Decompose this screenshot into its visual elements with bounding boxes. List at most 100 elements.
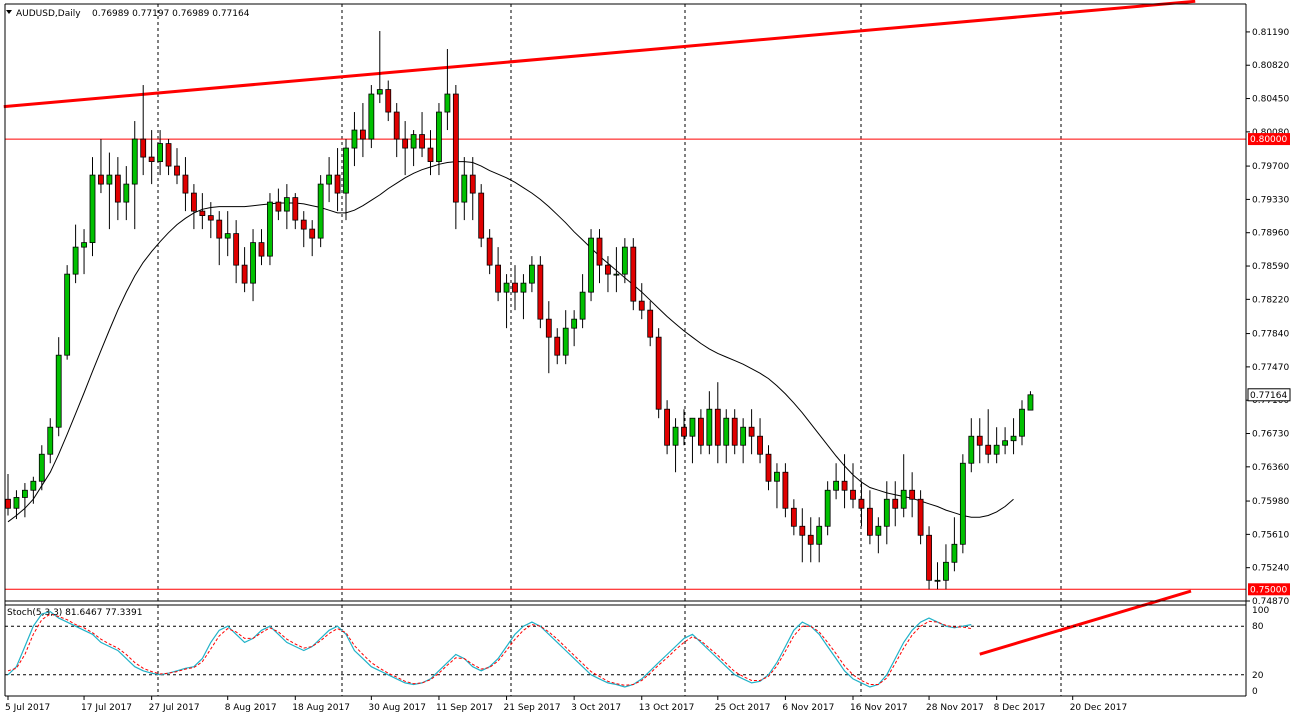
candle [13,490,20,520]
candle [275,188,282,221]
candle-body [858,498,865,509]
candle-body [275,201,282,212]
candle [833,463,839,500]
stoch-tick-label: 100 [1252,606,1269,616]
candle-body [630,246,637,302]
candle-body [867,507,873,536]
candle-body [317,183,324,239]
candle-body [452,93,459,203]
candle-body [731,417,738,446]
candle [98,139,104,194]
candle [824,481,831,536]
time-tick-label: 8 Aug 2017 [225,703,277,713]
candle [782,463,789,518]
candle-body [21,489,28,498]
candle [1019,400,1025,446]
candle-body [689,417,696,437]
candle-body [714,408,721,446]
candle-body [512,282,518,293]
price-tick-label: 0.75980 [1252,497,1289,507]
candle [72,224,79,284]
candle [148,130,155,185]
candle-body [816,525,823,545]
candle-body [148,156,155,162]
candle-body [976,435,983,446]
current-price-tag [1247,388,1291,402]
time-tick-label: 6 Nov 2017 [782,703,834,713]
price-tick-label: 0.76730 [1252,430,1289,440]
candle-body [748,426,755,437]
candle-body [292,197,299,221]
candle-body [807,534,814,545]
candle-body [131,138,138,185]
candle [681,409,687,446]
candle-body [613,273,620,276]
candle-body [140,138,147,158]
candle-body [89,174,96,244]
candle [1002,427,1008,455]
candle-body [503,282,510,293]
time-tick-label: 11 Sep 2017 [436,703,493,713]
candle [106,152,113,230]
candle-body [765,453,772,482]
candle-body [182,174,189,194]
candle [351,112,358,167]
candle-body [469,174,476,194]
candle [529,256,535,293]
price-tick-label: 0.77840 [1252,330,1289,340]
candle-body [72,246,79,275]
current-price-tag-text: 0.77164 [1250,391,1287,401]
candle [926,526,932,590]
time-tick-label: 18 Aug 2017 [292,703,350,713]
candle [317,175,324,248]
candle [469,157,476,221]
candle-body [1002,440,1008,446]
candle-body [664,408,670,446]
candle-body [427,147,434,162]
stoch-main-line [7,610,972,688]
candle [545,301,552,374]
candle [807,517,814,563]
candle-body [241,264,248,284]
candle-body [529,264,535,284]
candle [174,148,180,185]
candle-body [934,579,941,582]
candle-body [486,237,493,266]
candle [495,247,502,302]
candle [689,417,696,464]
candle [486,229,493,275]
candle-body [1019,408,1025,437]
candle-body [723,417,730,446]
stoch-tick-label: 0 [1252,687,1258,697]
candle-body [436,111,442,162]
candle [5,474,11,516]
candle-body [359,129,366,140]
dropdown-arrow-icon[interactable] [6,10,12,14]
candle-body [681,426,687,437]
candle-body [165,143,172,167]
candle-body [883,498,890,527]
time-tick-label: 27 Jul 2017 [149,703,200,713]
candle [850,463,856,509]
price-tick-label: 0.74870 [1252,597,1289,607]
main-grid [157,4,1062,696]
candle [444,49,451,131]
candle-body [343,147,349,194]
candle-body [951,543,958,563]
candle [38,445,45,491]
candle-body [926,534,932,581]
candle-body [478,192,485,239]
candles [5,31,1034,590]
price-tick-label: 0.80080 [1252,128,1289,138]
candle-body [698,417,704,446]
candle-body [495,264,502,293]
candle-body [5,498,11,509]
candle-body [782,471,789,509]
candle-body [850,489,856,500]
candle-body [790,507,797,527]
candle-body [258,242,265,257]
candle [985,409,992,464]
candle-body [655,336,662,410]
candle [816,517,823,563]
candle-body [250,242,256,284]
